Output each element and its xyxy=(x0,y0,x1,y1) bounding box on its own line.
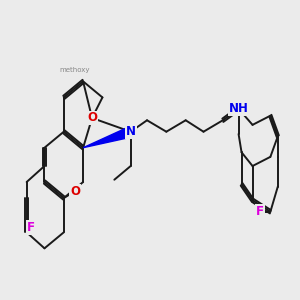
Text: O: O xyxy=(87,112,97,124)
Polygon shape xyxy=(83,126,131,148)
Text: methoxy: methoxy xyxy=(60,67,90,73)
Text: O: O xyxy=(70,185,80,198)
Text: N: N xyxy=(126,125,136,138)
Text: F: F xyxy=(26,221,34,234)
Text: NH: NH xyxy=(229,102,248,115)
Text: F: F xyxy=(256,205,264,218)
